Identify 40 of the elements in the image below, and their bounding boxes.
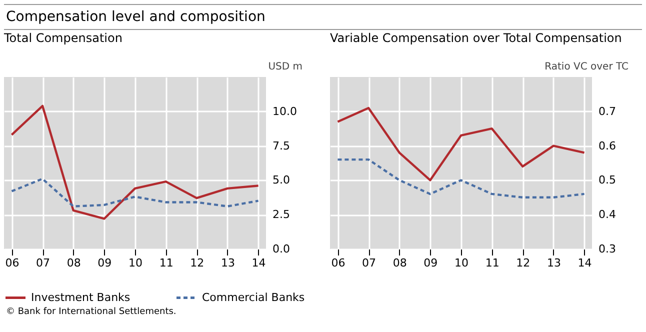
x-tick-label: 12 (190, 256, 204, 270)
x-tick-label: 08 (66, 256, 81, 270)
y-tick-label: 7.5 (272, 139, 290, 152)
line-series (336, 158, 586, 198)
x-tick-label: 07 (362, 256, 376, 270)
y-tick-label: 0.7 (598, 104, 616, 118)
x-tick-label: 10 (454, 256, 468, 270)
y-tick-label: 5.0 (272, 174, 290, 187)
x-tick-label: 11 (159, 256, 174, 270)
y-tick-label: 0.5 (598, 174, 616, 187)
x-tick-label: 09 (98, 256, 112, 270)
x-tick-label: 14 (252, 256, 266, 270)
x-tick-label: 13 (220, 256, 235, 270)
x-tick-label: 10 (128, 256, 142, 270)
line-series (10, 178, 260, 208)
x-tick-label: 11 (485, 256, 500, 270)
x-tick-label: 13 (546, 256, 561, 270)
chart-title: Variable Compensation over Total Compensation (330, 31, 622, 45)
text: © Bank for International Settlements. (6, 307, 178, 317)
x-tick-label: 07 (36, 256, 50, 270)
y-tick-label: 10.0 (272, 104, 297, 118)
y-tick-label: 0.3 (598, 242, 616, 256)
line-series (10, 104, 260, 220)
x-tick-label: 14 (578, 256, 592, 270)
x-tick-label: 06 (331, 256, 346, 270)
y-tick-label: 0.4 (598, 208, 616, 222)
x-tick-label: 06 (5, 256, 20, 270)
y-tick-label: 2.5 (272, 208, 290, 222)
x-tick-label: 08 (392, 256, 407, 270)
x-tick-label: 12 (516, 256, 530, 270)
legend-label: Investment Banks (31, 290, 130, 304)
line-series (336, 106, 586, 182)
x-tick-label: 09 (424, 256, 438, 270)
y-axis-title: Ratio VC over TC (544, 62, 629, 72)
legend-label: Commercial Banks (202, 290, 305, 304)
y-axis-title: USD m (268, 62, 302, 72)
chart-subtitle: Total Compensation (3, 31, 122, 45)
chart-title: Compensation level and composition (4, 4, 642, 30)
y-tick-label: 0.6 (598, 139, 616, 152)
y-tick-label: 0.0 (272, 242, 290, 256)
